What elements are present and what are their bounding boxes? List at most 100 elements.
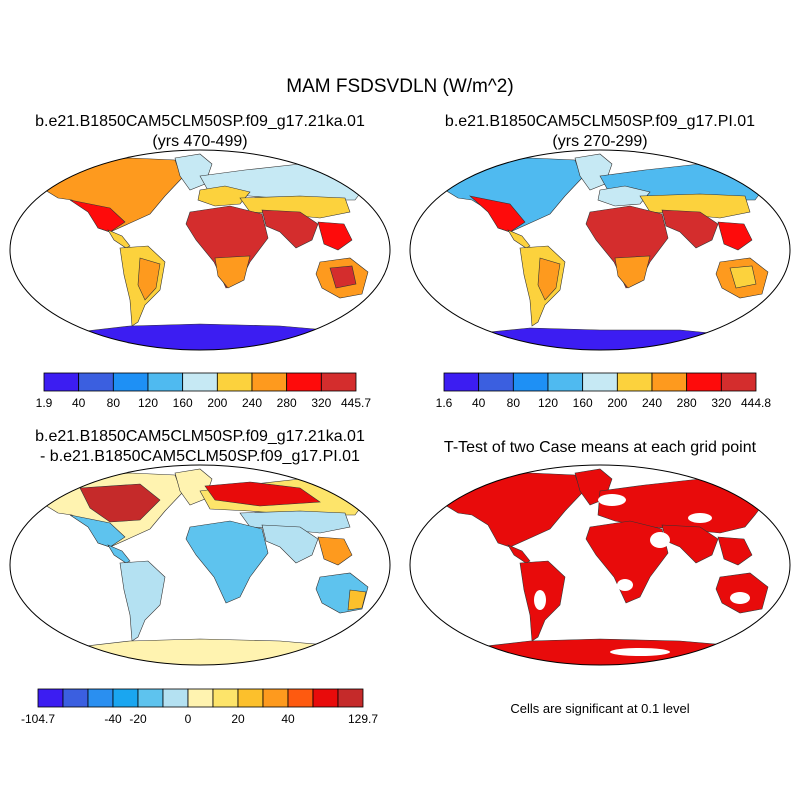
panel-ttest-title: T-Test of two Case means at each grid po… <box>443 439 757 456</box>
panel-case-title-line2: (yrs 470-499) <box>152 133 248 150</box>
colorbar-swatch <box>512 372 549 392</box>
map-case <box>9 149 391 351</box>
colorbar-swatch <box>43 372 80 392</box>
land-southeast-asia <box>717 536 753 566</box>
land-australia-edge <box>347 589 367 611</box>
panel-control-title: b.e21.B1850CAM5CLM50SP.f09_g17.PI.01 (yr… <box>408 112 792 152</box>
land-africa <box>185 520 269 604</box>
colorbar-tick-label: 444.8 <box>741 396 771 410</box>
map-ttest <box>409 464 791 666</box>
land-antarctica <box>419 327 781 350</box>
land-antarctica <box>419 638 782 665</box>
colorbar-swatch <box>286 372 322 392</box>
significance-note: Cells are significant at 0.1 level <box>510 701 690 716</box>
map-difference <box>9 464 391 666</box>
colorbar-difference: -104.7 -40 -20 0 20 40 129.7 <box>21 688 378 726</box>
colorbar-tick-label: 120 <box>538 396 558 410</box>
colorbar-swatch <box>547 372 584 392</box>
colorbar-swatch <box>443 372 480 392</box>
map-control <box>409 149 791 351</box>
colorbar-swatch <box>337 688 364 708</box>
colorbar-case: 1.9 40 80 120 160 200 240 280 320 445.7 <box>36 372 371 410</box>
land-africa-south <box>214 255 251 289</box>
land-southeast-asia <box>717 221 753 251</box>
land-central-america <box>107 229 131 249</box>
colorbar-tick-label: 445.7 <box>341 396 371 410</box>
colorbar-tick-label: 240 <box>242 396 262 410</box>
land-antarctica <box>19 323 382 350</box>
colorbar-tick-label: 200 <box>607 396 627 410</box>
land-south-america-east <box>537 257 561 301</box>
colorbar-control: 1.6 40 80 120 160 200 240 280 320 444.8 <box>436 372 771 410</box>
colorbar-tick-label: 1.6 <box>436 396 453 410</box>
colorbar-swatch <box>37 688 64 708</box>
colorbar-swatch <box>147 372 184 392</box>
land-central-america <box>507 544 531 564</box>
colorbar-tick-label: 280 <box>677 396 697 410</box>
panel-case-title-line1: b.e21.B1850CAM5CLM50SP.f09_g17.21ka.01 <box>35 113 365 130</box>
colorbar-swatch <box>720 372 757 392</box>
land-europe <box>597 185 651 207</box>
colorbar-tick-label: 40 <box>281 712 295 726</box>
panel-control-title-line1: b.e21.B1850CAM5CLM50SP.f09_g17.PI.01 <box>444 113 756 130</box>
colorbar-tick-label: 20 <box>231 712 245 726</box>
colorbar-swatch <box>320 372 357 392</box>
colorbar-tick-label: 200 <box>207 396 227 410</box>
land-australia-interior <box>729 265 757 289</box>
land-australia-interior <box>329 265 357 289</box>
colorbar-swatch <box>582 372 618 392</box>
land-south-america-east <box>137 257 161 301</box>
land-antarctica <box>19 638 382 665</box>
land-arabia-india <box>661 209 719 249</box>
colorbar-swatch <box>112 372 149 392</box>
colorbar-swatch <box>312 688 339 708</box>
panel-case-title: b.e21.B1850CAM5CLM50SP.f09_g17.21ka.01 (… <box>8 112 392 152</box>
colorbar-swatch <box>237 688 264 708</box>
land-arabia-india <box>261 209 319 249</box>
colorbar-swatch <box>62 688 89 708</box>
land-north-america <box>39 157 183 233</box>
colorbar-swatch <box>651 372 688 392</box>
land-southeast-asia <box>317 536 353 566</box>
land-europe <box>197 185 251 207</box>
land-south-america <box>119 560 166 642</box>
colorbar-tick-label: 120 <box>138 396 158 410</box>
land-north-america-anomaly <box>79 483 161 523</box>
colorbar-swatch <box>137 688 164 708</box>
land-north-america <box>439 157 583 233</box>
colorbar-swatch <box>262 688 289 708</box>
colorbar-tick-label: -20 <box>129 712 147 726</box>
land-arabia-india <box>261 524 319 564</box>
colorbar-swatch <box>251 372 288 392</box>
colorbar-tick-label: 80 <box>507 396 521 410</box>
colorbar-swatch <box>87 688 114 708</box>
colorbar-tick-label: 1.9 <box>36 396 53 410</box>
colorbar-tick-label: 160 <box>573 396 593 410</box>
colorbar-swatch <box>162 688 189 708</box>
figure-title: MAM FSDSVDLN (W/m^2) <box>286 76 514 97</box>
colorbar-swatch <box>78 372 114 392</box>
land-southeast-asia <box>317 221 353 251</box>
colorbar-swatch <box>287 688 314 708</box>
colorbar-swatch <box>686 372 722 392</box>
colorbar-tick-label: 80 <box>107 396 121 410</box>
panel-control-title-line2: (yrs 270-299) <box>552 133 648 150</box>
colorbar-swatch <box>187 688 214 708</box>
panel-difference-title: b.e21.B1850CAM5CLM50SP.f09_g17.21ka.01 -… <box>8 427 392 467</box>
panel-difference-title-line2: - b.e21.B1850CAM5CLM50SP.f09_g17.PI.01 <box>40 448 360 465</box>
panel-difference-title-line1: b.e21.B1850CAM5CLM50SP.f09_g17.21ka.01 <box>35 428 365 445</box>
colorbar-swatch <box>182 372 218 392</box>
colorbar-tick-label: 160 <box>173 396 193 410</box>
colorbar-tick-label: 0 <box>185 712 192 726</box>
colorbar-tick-label: 320 <box>711 396 731 410</box>
colorbar-swatch <box>616 372 653 392</box>
colorbar-tick-label: 280 <box>277 396 297 410</box>
colorbar-tick-label: 320 <box>311 396 331 410</box>
colorbar-swatch <box>112 688 139 708</box>
colorbar-tick-label: -40 <box>104 712 122 726</box>
land-central-america <box>507 229 531 249</box>
colorbar-tick-label: -104.7 <box>21 712 55 726</box>
colorbar-tick-label: 40 <box>472 396 486 410</box>
colorbar-swatch <box>212 688 239 708</box>
